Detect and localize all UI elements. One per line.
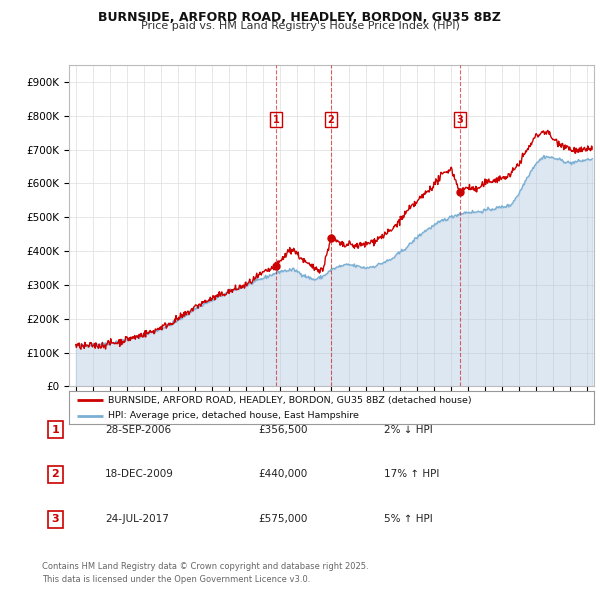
Text: 18-DEC-2009: 18-DEC-2009 [105, 470, 174, 479]
Text: HPI: Average price, detached house, East Hampshire: HPI: Average price, detached house, East… [109, 411, 359, 420]
Text: £440,000: £440,000 [258, 470, 307, 479]
Text: 24-JUL-2017: 24-JUL-2017 [105, 514, 169, 524]
Text: £575,000: £575,000 [258, 514, 307, 524]
Text: 3: 3 [457, 114, 464, 124]
Text: 1: 1 [272, 114, 280, 124]
Text: This data is licensed under the Open Government Licence v3.0.: This data is licensed under the Open Gov… [42, 575, 310, 584]
Text: Price paid vs. HM Land Registry's House Price Index (HPI): Price paid vs. HM Land Registry's House … [140, 21, 460, 31]
Text: 2% ↓ HPI: 2% ↓ HPI [384, 425, 433, 434]
Text: 2: 2 [52, 470, 59, 479]
Text: 2: 2 [328, 114, 334, 124]
Text: 5% ↑ HPI: 5% ↑ HPI [384, 514, 433, 524]
Text: 3: 3 [52, 514, 59, 524]
Text: BURNSIDE, ARFORD ROAD, HEADLEY, BORDON, GU35 8BZ: BURNSIDE, ARFORD ROAD, HEADLEY, BORDON, … [98, 11, 502, 24]
Text: £356,500: £356,500 [258, 425, 308, 434]
Text: Contains HM Land Registry data © Crown copyright and database right 2025.: Contains HM Land Registry data © Crown c… [42, 562, 368, 571]
Text: 28-SEP-2006: 28-SEP-2006 [105, 425, 171, 434]
Text: 1: 1 [52, 425, 59, 434]
Text: 17% ↑ HPI: 17% ↑ HPI [384, 470, 439, 479]
Text: BURNSIDE, ARFORD ROAD, HEADLEY, BORDON, GU35 8BZ (detached house): BURNSIDE, ARFORD ROAD, HEADLEY, BORDON, … [109, 396, 472, 405]
